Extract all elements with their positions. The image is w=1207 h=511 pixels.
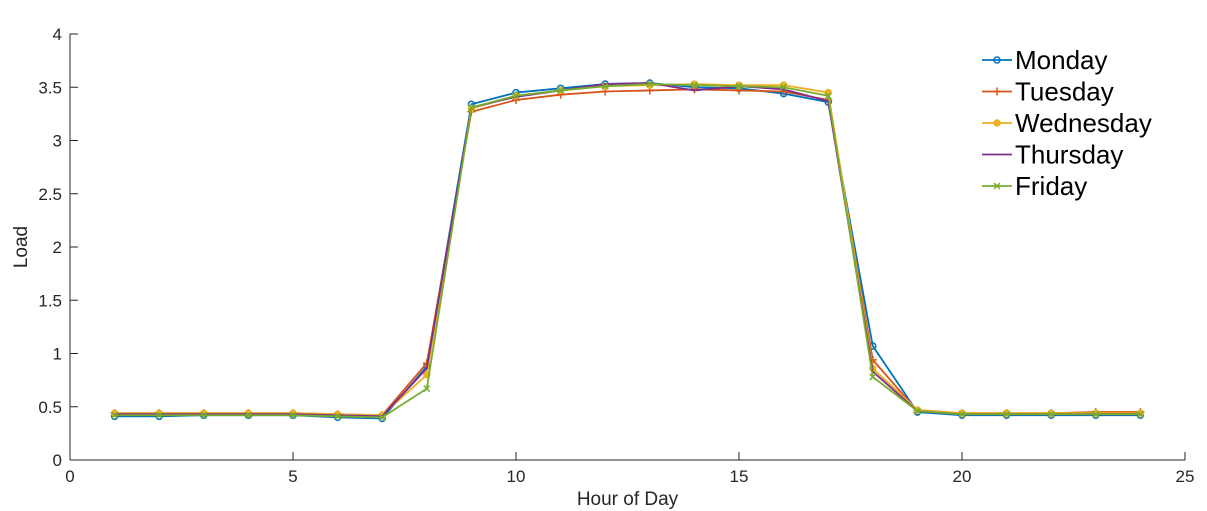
legend-label-thursday: Thursday xyxy=(1015,140,1123,170)
data-point-friday xyxy=(111,411,119,419)
y-tick-label: 1 xyxy=(53,345,62,364)
x-tick-label: 0 xyxy=(65,467,74,486)
x-tick-label: 20 xyxy=(953,467,972,486)
data-point-friday xyxy=(1047,410,1055,418)
legend-label-monday: Monday xyxy=(1015,45,1108,75)
data-point-friday xyxy=(155,411,163,419)
legend-label-friday: Friday xyxy=(1015,171,1087,201)
y-tick-label: 0.5 xyxy=(38,398,62,417)
data-point-friday xyxy=(1092,410,1100,418)
series-wednesday xyxy=(110,80,1145,419)
legend-item-tuesday: Tuesday xyxy=(982,77,1114,107)
data-point-wednesday xyxy=(1047,409,1055,417)
legend-item-thursday: Thursday xyxy=(982,140,1123,170)
y-tick-label: 3.5 xyxy=(38,78,62,97)
y-axis-label: Load xyxy=(11,226,32,268)
data-point-friday xyxy=(690,81,698,89)
legend-marker-tuesday xyxy=(993,87,1001,96)
data-point-friday xyxy=(958,410,966,418)
axes: 0 5 10 15 20 25 0 0.5 1 1.5 2 2.5 3 3.5 4 xyxy=(38,25,1194,486)
legend-label-wednesday: Wednesday xyxy=(1015,108,1152,138)
series-line-wednesday xyxy=(114,83,1141,417)
data-point-wednesday xyxy=(690,80,699,88)
y-tick-label: 1.5 xyxy=(38,291,62,310)
data-point-friday xyxy=(423,385,431,393)
series-line-monday xyxy=(114,82,1141,420)
data-point-friday xyxy=(780,83,788,91)
series-group xyxy=(110,79,1145,423)
x-tick-label: 5 xyxy=(288,467,297,486)
data-point-wednesday xyxy=(1092,409,1100,417)
series-tuesday xyxy=(110,85,1145,420)
series-friday xyxy=(111,80,1144,421)
legend-item-friday: Friday xyxy=(982,171,1087,201)
y-tick-label: 0 xyxy=(53,451,62,470)
data-point-wednesday xyxy=(1136,409,1145,417)
data-point-wednesday xyxy=(735,81,743,89)
data-point-friday xyxy=(378,413,386,421)
series-thursday xyxy=(114,82,1141,418)
data-point-friday xyxy=(200,411,208,419)
series-line-friday xyxy=(114,83,1141,419)
data-point-wednesday xyxy=(958,409,966,417)
data-point-friday xyxy=(512,92,520,100)
data-point-friday xyxy=(735,82,743,90)
data-point-friday xyxy=(601,82,609,90)
legend-item-monday: Monday xyxy=(982,45,1108,75)
legend-marker-monday xyxy=(993,56,1001,64)
data-point-friday xyxy=(646,80,654,88)
data-point-friday xyxy=(824,92,832,100)
y-tick-label: 2.5 xyxy=(38,185,62,204)
legend-label-tuesday: Tuesday xyxy=(1015,77,1114,107)
series-line-thursday xyxy=(114,82,1141,418)
data-point-friday xyxy=(557,86,565,94)
x-axis-label: Hour of Day xyxy=(577,489,679,510)
data-point-wednesday xyxy=(1002,409,1011,417)
data-point-friday xyxy=(869,373,877,381)
data-point-friday xyxy=(1136,410,1144,418)
legend-marker-friday xyxy=(993,182,1001,190)
data-point-friday xyxy=(913,407,921,415)
y-tick-label: 4 xyxy=(53,25,62,44)
data-point-friday xyxy=(334,412,342,420)
series-line-tuesday xyxy=(114,88,1141,417)
x-tick-label: 25 xyxy=(1176,467,1195,486)
data-point-friday xyxy=(467,103,475,112)
data-point-friday xyxy=(289,411,297,419)
legend-item-wednesday: Wednesday xyxy=(982,108,1152,138)
data-point-friday xyxy=(244,411,252,419)
legend-marker-wednesday xyxy=(993,119,1001,127)
y-tick-label: 3 xyxy=(53,132,62,151)
y-tick-label: 2 xyxy=(53,238,62,257)
x-tick-label: 10 xyxy=(507,467,526,486)
x-tick-label: 15 xyxy=(730,467,749,486)
series-monday xyxy=(110,79,1145,423)
data-point-friday xyxy=(1003,410,1011,418)
